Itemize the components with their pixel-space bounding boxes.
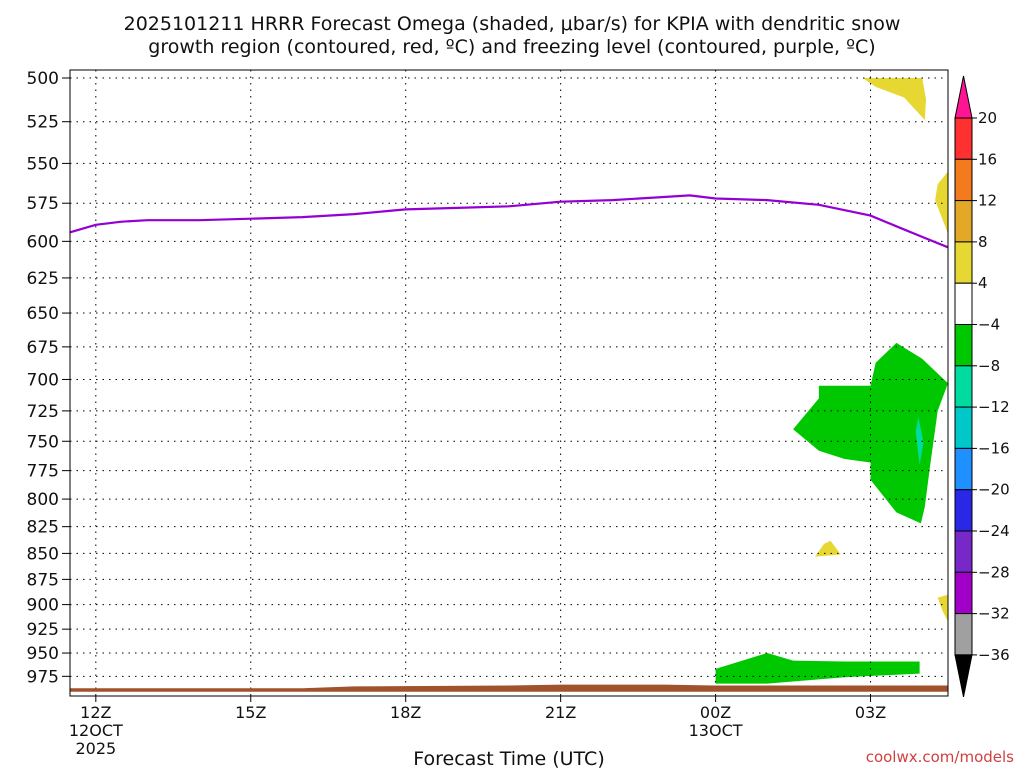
colorbar-label: −4 [978, 316, 1000, 334]
colorbar-label: −32 [978, 605, 1010, 623]
freezing-level-layer [69, 194, 949, 249]
y-tick-label: 650 [27, 304, 59, 324]
x-tick-label: 18Z [390, 703, 421, 722]
x-tick-sublabel: 12OCT [69, 721, 123, 740]
colorbar-label: −24 [978, 522, 1010, 540]
y-tick-label: 775 [27, 462, 59, 482]
omega-region-5 [915, 417, 924, 465]
colorbar-segment [954, 571, 973, 615]
y-tick-label: 575 [27, 194, 59, 214]
x-tick-sublabel: 13OCT [689, 721, 743, 740]
y-tick-label: 700 [27, 370, 59, 390]
x-tick-sublabel: 2025 [75, 739, 116, 758]
y-tick-label: 900 [27, 596, 59, 616]
freezing-level-line [69, 194, 949, 249]
omega-shading-layer [715, 78, 948, 684]
y-tick-label: 625 [27, 269, 59, 289]
colorbar-label: 20 [978, 109, 997, 127]
chart-title-line1: 2025101211 HRRR Forecast Omega (shaded, … [124, 13, 901, 35]
colorbar-top-arrow [954, 75, 973, 119]
y-tick-label: 800 [27, 490, 59, 510]
x-tick-label: 00Z [700, 703, 731, 722]
colorbar-segment [954, 365, 973, 408]
plot-frame [69, 69, 949, 697]
terrain-layer [70, 684, 948, 692]
colorbar-segment [954, 117, 973, 160]
colorbar-segment [954, 447, 973, 491]
omega-region-2 [815, 540, 841, 557]
colorbar-segment [954, 489, 973, 532]
colorbar-segment [954, 200, 973, 243]
y-tick-label: 550 [27, 154, 59, 174]
omega-region-3 [937, 594, 948, 622]
y-tick-label: 925 [27, 620, 59, 640]
y-tick-label: 500 [27, 69, 59, 89]
colorbar-label: −8 [978, 357, 1000, 375]
y-tick-label: 950 [27, 644, 59, 664]
colorbar-label: −20 [978, 481, 1010, 499]
y-tick-label: 525 [27, 113, 59, 133]
colorbar-label: 16 [978, 150, 997, 168]
y-tick-label: 850 [27, 544, 59, 564]
y-tick-label: 600 [27, 232, 59, 252]
omega-region-6 [715, 653, 920, 684]
y-tick-label: 825 [27, 518, 59, 538]
colorbar-segment [954, 613, 973, 656]
colorbar-segment [954, 241, 973, 284]
y-tick-label: 750 [27, 432, 59, 452]
y-tick-label: 675 [27, 338, 59, 358]
colorbar-segment [954, 406, 973, 449]
grid-layer [70, 70, 948, 696]
colorbar-label: −36 [978, 646, 1010, 664]
omega-region-0 [862, 78, 926, 120]
omega-region-1 [935, 171, 948, 234]
colorbar-segment [954, 324, 973, 367]
y-tick-label: 875 [27, 570, 59, 590]
omega-region-4 [793, 342, 948, 524]
colorbar-segment [954, 530, 973, 573]
colorbar-label: −12 [978, 398, 1010, 416]
colorbar-label: −16 [978, 439, 1010, 457]
terrain-fill [70, 684, 948, 692]
colorbar-segment [954, 282, 973, 326]
colorbar-label: 8 [978, 233, 988, 251]
colorbar-label: −28 [978, 563, 1010, 581]
x-tick-label: 21Z [545, 703, 576, 722]
colorbar-segment [954, 158, 973, 202]
chart-title-line2: growth region (contoured, red, ºC) and f… [148, 36, 875, 58]
colorbar-label: 4 [978, 274, 988, 292]
y-tick-label: 975 [27, 667, 59, 687]
x-tick-label: 12Z [80, 703, 111, 722]
y-tick-label: 725 [27, 402, 59, 422]
colorbar-label: 12 [978, 192, 997, 210]
x-tick-label: 03Z [855, 703, 886, 722]
y-axis: 500 525 550 575 600 625 650 675 700 725 750 775 800 8… [27, 69, 70, 687]
colorbar-bottom-arrow [954, 654, 973, 697]
colorbar: 20 16 12 8 4 −4 −8 −12 −16 −20 −24 −28 −32 −36 [954, 75, 1010, 697]
x-axis-label: Forecast Time (UTC) [413, 748, 604, 768]
x-tick-label: 15Z [235, 703, 266, 722]
watermark: coolwx.com/models [866, 748, 1014, 766]
